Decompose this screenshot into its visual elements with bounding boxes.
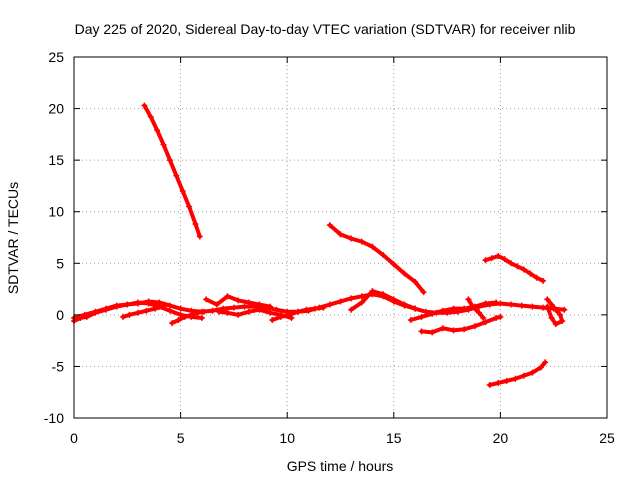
- data-point: [561, 306, 568, 313]
- x-tick-label: 5: [177, 430, 185, 446]
- data-trace-segment: [391, 262, 407, 276]
- data-trace-segment: [381, 253, 396, 267]
- data-series-15: [465, 296, 487, 321]
- x-tick-label: 15: [386, 430, 402, 446]
- x-axis-label: GPS time / hours: [287, 458, 394, 474]
- y-tick-label: 15: [48, 152, 64, 168]
- data-trace-segment: [180, 189, 192, 209]
- data-trace-segment: [187, 204, 198, 227]
- data-series-4: [169, 308, 208, 327]
- data-series-5: [203, 293, 274, 310]
- data-trace-segment: [370, 244, 386, 258]
- data-trace-segment: [167, 158, 179, 178]
- data-point: [198, 314, 205, 321]
- y-tick-label: 25: [48, 49, 64, 65]
- x-tick-label: 10: [279, 430, 295, 446]
- data-point: [267, 303, 274, 310]
- y-tick-label: 5: [56, 255, 64, 271]
- x-tick-label: 0: [70, 430, 78, 446]
- axis-ticks: 0 5 10 15 20 25 -10 -5 0 5 10 15 20 25: [44, 49, 615, 446]
- data-trace-segment: [477, 310, 486, 320]
- y-tick-label: 20: [48, 101, 64, 117]
- data-series-12: [482, 253, 547, 284]
- data-point: [497, 313, 504, 320]
- data-trace-segment: [359, 289, 375, 305]
- data-point: [540, 277, 547, 284]
- data-trace-segment: [155, 128, 166, 147]
- data-trace-segment: [174, 173, 185, 194]
- data-series-14: [486, 359, 549, 388]
- data-point: [320, 304, 327, 311]
- data-trace-segment: [349, 300, 364, 312]
- data-series-6: [215, 306, 295, 321]
- data-trace-segment: [327, 223, 343, 237]
- data-trace-segment: [142, 103, 153, 119]
- data-trace-segment: [402, 271, 418, 284]
- chart-title: Day 225 of 2020, Sidereal Day-to-day VTE…: [75, 21, 576, 37]
- data-series-7: [269, 304, 327, 324]
- y-axis-label: SDTVAR / TECUs: [5, 182, 21, 294]
- data-point: [544, 303, 551, 310]
- data-point: [160, 303, 167, 310]
- data-trace-segment: [148, 114, 160, 133]
- y-tick-label: -5: [52, 358, 65, 374]
- y-tick-label: 10: [48, 204, 64, 220]
- data-trace-segment: [161, 142, 172, 163]
- data-point: [412, 305, 419, 312]
- data-trace-segment: [413, 279, 426, 295]
- grid-lines: [74, 57, 607, 418]
- data-points: [71, 102, 568, 388]
- x-tick-label: 20: [493, 430, 509, 446]
- data-point: [196, 233, 203, 240]
- data-series-8: [348, 288, 419, 313]
- data-point: [542, 359, 549, 366]
- plot-frame: [73, 56, 608, 419]
- data-point: [480, 314, 487, 321]
- data-series-11: [326, 222, 427, 296]
- data-trace-segment: [193, 222, 202, 239]
- data-series-13: [418, 313, 504, 336]
- data-point: [493, 299, 500, 306]
- data-trace-segment: [214, 294, 230, 307]
- data-trace-segment: [538, 360, 548, 370]
- data-trace-segment: [545, 304, 554, 320]
- data-series-10: [141, 102, 203, 240]
- data-series-16: [544, 296, 566, 328]
- data-series-1: [71, 291, 568, 321]
- data-series-9: [407, 299, 500, 324]
- y-tick-label: -10: [44, 410, 64, 426]
- x-tick-label: 25: [599, 430, 615, 446]
- data-point: [420, 289, 427, 296]
- y-tick-label: 0: [56, 307, 64, 323]
- data-point: [201, 308, 208, 315]
- data-series-3: [120, 303, 167, 320]
